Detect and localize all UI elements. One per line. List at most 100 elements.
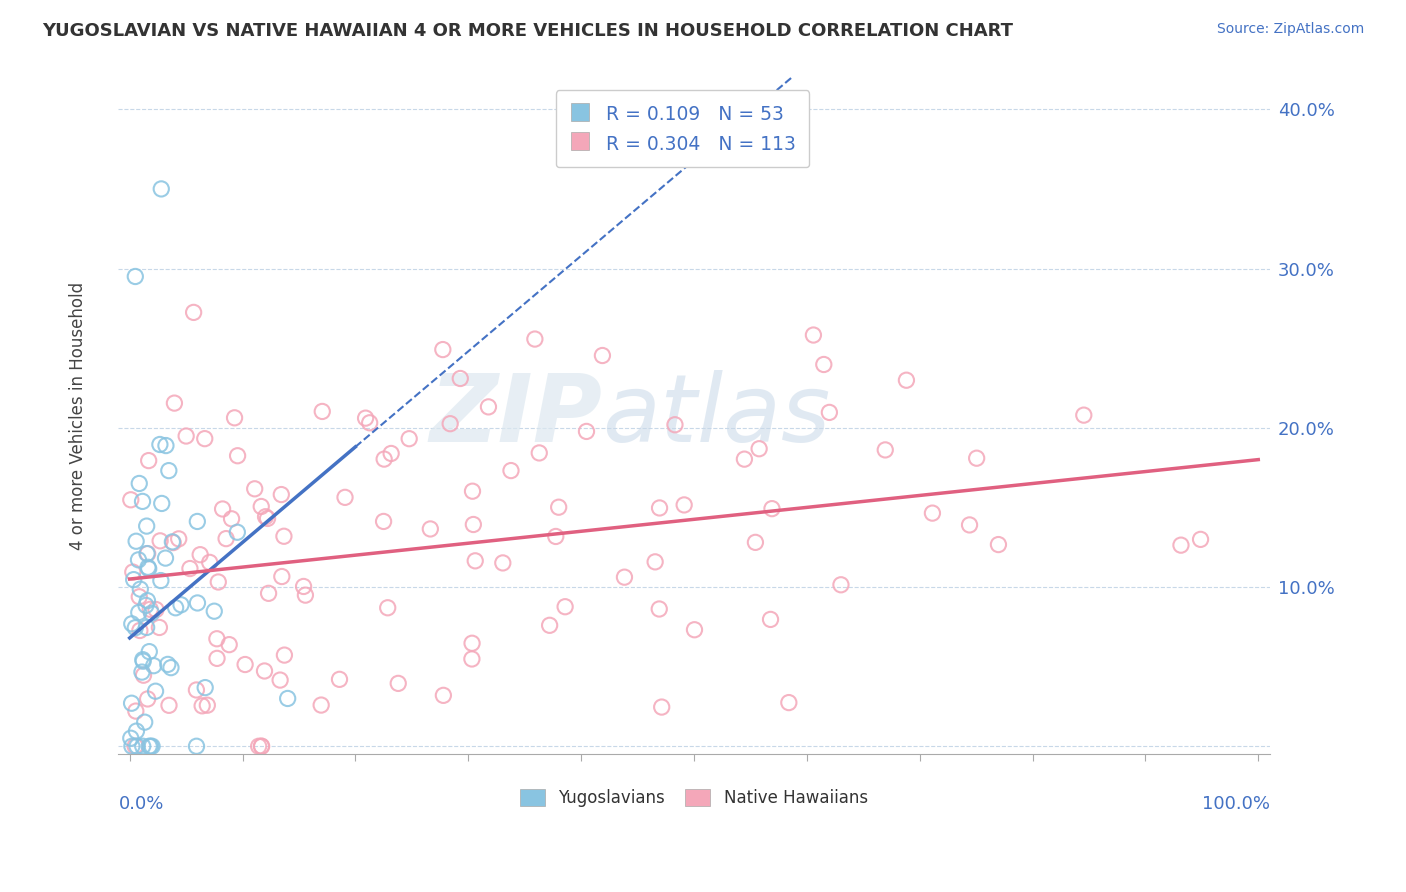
Point (398, 432, 420, 446)
Point (733, 452, 755, 467)
Point (921, 506, 943, 520)
Point (875, 442, 897, 457)
Point (129, 582, 152, 596)
Point (125, 704, 148, 718)
Point (311, 404, 333, 418)
Point (186, 683, 208, 698)
Point (529, 446, 551, 460)
Point (277, 691, 299, 706)
Point (121, 696, 143, 710)
Point (157, 698, 180, 713)
Point (461, 484, 484, 499)
Point (174, 429, 197, 443)
Point (132, 653, 155, 667)
Point (136, 593, 159, 607)
Point (191, 698, 214, 713)
Point (156, 657, 179, 672)
Point (651, 700, 673, 714)
Point (122, 573, 145, 587)
Point (959, 517, 981, 532)
Point (131, 494, 153, 508)
Point (155, 551, 177, 566)
Point (544, 529, 567, 543)
Point (155, 439, 177, 453)
Point (162, 535, 184, 549)
Point (373, 515, 395, 529)
Point (135, 519, 157, 533)
Point (778, 696, 800, 710)
Point (354, 411, 377, 425)
Point (1189, 533, 1212, 547)
Point (966, 451, 988, 466)
Point (134, 715, 156, 730)
Point (328, 673, 350, 687)
Point (269, 673, 291, 687)
Point (761, 501, 783, 516)
Point (333, 491, 356, 505)
Point (226, 449, 249, 463)
Point (218, 638, 240, 652)
Point (377, 600, 399, 615)
Point (373, 452, 395, 467)
Point (463, 517, 485, 532)
Point (124, 621, 146, 635)
Point (648, 602, 671, 616)
Point (547, 500, 569, 515)
Point (250, 739, 273, 754)
Point (1170, 538, 1192, 552)
Point (186, 596, 208, 610)
Point (149, 437, 172, 451)
Point (830, 578, 852, 592)
Point (121, 616, 143, 631)
Point (186, 739, 208, 754)
Point (575, 425, 598, 439)
Text: Source: ZipAtlas.com: Source: ZipAtlas.com (1216, 22, 1364, 37)
Point (136, 547, 159, 561)
Point (141, 739, 163, 754)
Point (125, 724, 148, 739)
Point (124, 739, 146, 754)
Point (136, 547, 159, 561)
Point (256, 511, 278, 525)
Point (254, 509, 277, 524)
Point (205, 651, 228, 665)
Point (138, 645, 160, 659)
Point (142, 658, 165, 673)
Text: 0.0%: 0.0% (118, 795, 163, 813)
Point (186, 515, 208, 529)
Point (461, 652, 484, 666)
Point (1073, 408, 1095, 422)
Point (125, 534, 148, 549)
Point (273, 529, 295, 543)
Point (135, 620, 157, 634)
Point (183, 305, 205, 319)
Point (131, 665, 153, 679)
Point (198, 555, 221, 569)
Point (243, 482, 266, 496)
Point (167, 532, 190, 546)
Point (157, 464, 180, 478)
Point (145, 684, 167, 698)
Point (523, 332, 546, 346)
Point (207, 574, 229, 589)
Point (138, 453, 160, 467)
Point (202, 604, 225, 618)
Point (132, 739, 155, 754)
Point (744, 535, 766, 549)
Point (683, 623, 706, 637)
Point (818, 405, 841, 419)
Point (149, 533, 172, 548)
Point (250, 739, 273, 754)
Point (211, 502, 233, 516)
Point (139, 602, 162, 616)
Point (188, 548, 211, 562)
Point (120, 492, 142, 507)
Point (464, 554, 486, 568)
Point (250, 500, 273, 514)
Point (253, 664, 276, 678)
Point (387, 676, 409, 690)
Point (292, 579, 315, 593)
Point (492, 556, 515, 570)
Text: 4 or more Vehicles in Household: 4 or more Vehicles in Household (69, 282, 87, 549)
Point (125, 739, 148, 754)
